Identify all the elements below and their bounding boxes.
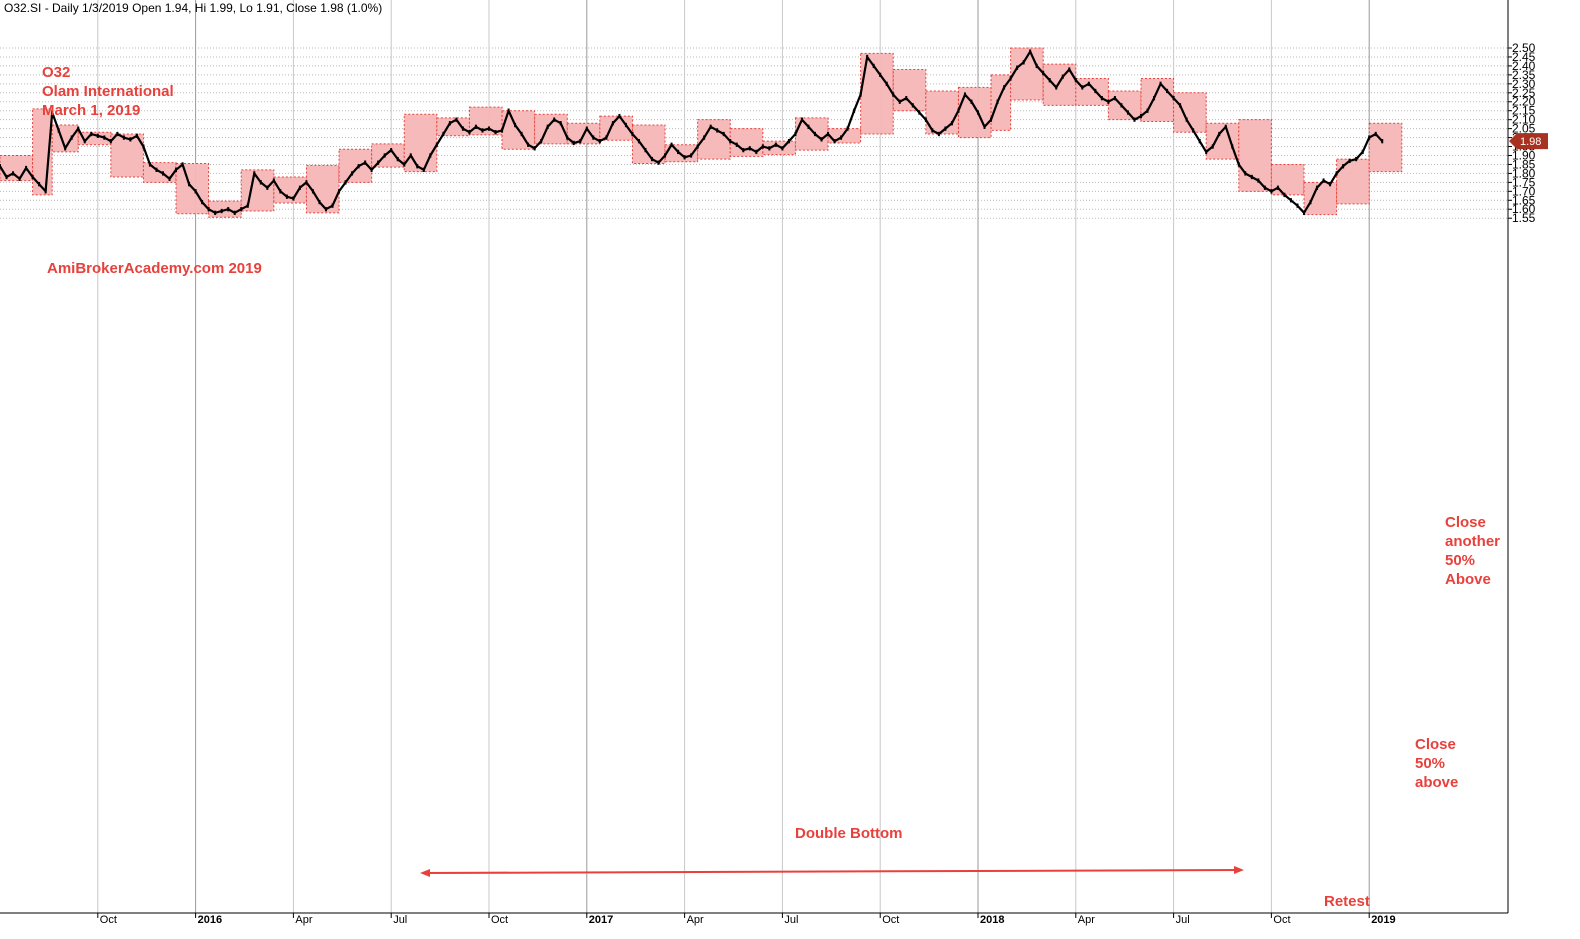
annotation-ticker: O32: [42, 64, 70, 81]
y-tick-label: 2.25: [1512, 86, 1536, 100]
x-tick-label: Jul: [393, 914, 407, 926]
annotation-company: Olam International: [42, 83, 174, 100]
range-box: [1270, 163, 1305, 196]
x-tick-label: Apr: [295, 914, 312, 926]
x-tick-label: 2019: [1371, 914, 1395, 926]
y-tick-label: 2.45: [1512, 50, 1536, 64]
y-tick-label: 1.85: [1512, 157, 1536, 171]
annotation-retest: Retest: [1324, 893, 1370, 910]
y-tick-label: 2.40: [1512, 59, 1536, 73]
range-box: [631, 124, 666, 165]
annotation-double-bottom: Double Bottom: [795, 825, 902, 842]
y-tick-label: 2.50: [1512, 41, 1536, 55]
x-tick-label: Oct: [491, 914, 508, 926]
x-tick-label: 2017: [589, 914, 613, 926]
y-tick-label: 1.75: [1512, 175, 1536, 189]
range-box: [957, 86, 992, 139]
range-box: [1140, 77, 1175, 122]
y-tick-label: 1.65: [1512, 193, 1536, 207]
annotation-close-another-line2: another: [1445, 533, 1500, 550]
annotation-close-another-line3: 50%: [1445, 552, 1475, 569]
axes: [0, 0, 1509, 914]
x-tick-label: 2016: [198, 914, 222, 926]
range-box: [534, 113, 568, 145]
annotation-close-another-line4: Above: [1445, 571, 1491, 588]
annotation-close-50-line3: above: [1415, 774, 1458, 791]
last-price-value: 1.98: [1520, 136, 1541, 148]
y-tick-label: 2.30: [1512, 77, 1536, 91]
y-tick-label: 2.10: [1512, 113, 1536, 127]
annotation-close-50-line1: Close: [1415, 736, 1456, 753]
x-tick-label: Oct: [882, 914, 899, 926]
x-tick-label: Apr: [1078, 914, 1095, 926]
x-tick-label: Oct: [100, 914, 117, 926]
range-box: [1336, 158, 1370, 205]
double-bottom-arrow: [420, 866, 1244, 877]
x-tick-label: 2018: [980, 914, 1004, 926]
y-tick-label: 2.35: [1512, 68, 1536, 82]
range-box: [51, 124, 79, 153]
range-box: [1303, 181, 1338, 216]
range-box: [1107, 90, 1142, 121]
range-boxes: [0, 47, 1403, 218]
annotation-date: March 1, 2019: [42, 102, 140, 119]
y-tick-label: 1.70: [1512, 184, 1536, 198]
x-tick-label: Apr: [687, 914, 704, 926]
y-tick-label: 2.15: [1512, 104, 1536, 118]
x-tick-label: Jul: [784, 914, 798, 926]
annotation-close-50-line2: 50%: [1415, 755, 1445, 772]
y-tick-label: 1.60: [1512, 202, 1536, 216]
range-box: [175, 163, 210, 215]
chart-header: O32.SI - Daily 1/3/2019 Open 1.94, Hi 1.…: [4, 1, 382, 15]
y-tick-label: 2.05: [1512, 122, 1536, 136]
range-box: [77, 131, 112, 146]
range-box: [1368, 122, 1403, 173]
y-tick-label: 1.90: [1512, 148, 1536, 162]
range-box: [990, 74, 1012, 131]
x-tick-label: Oct: [1273, 914, 1290, 926]
x-axis-ticks: Oct 2016 Apr Jul Oct 2017 Apr Jul Oct 2018 Apr Jul O…: [97, 913, 1396, 926]
y-tick-label: 1.55: [1512, 211, 1536, 225]
range-box: [1075, 77, 1109, 106]
range-box: [1238, 119, 1272, 192]
annotation-close-another-line1: Close: [1445, 514, 1486, 531]
y-tick-label: 2.20: [1512, 95, 1536, 109]
y-axis-ticks: 1.551.601.651.701.751.801.851.901.952.00…: [1508, 41, 1536, 225]
range-box: [110, 133, 144, 178]
range-box: [729, 128, 764, 157]
watermark-text: AmiBrokerAcademy.com 2019: [47, 260, 262, 277]
price-series: [0, 49, 1384, 215]
range-box: [403, 113, 438, 173]
last-price-badge: 1.98: [1509, 133, 1548, 150]
range-box: [892, 68, 927, 112]
y-tick-label: 1.80: [1512, 166, 1536, 180]
x-tick-label: Jul: [1176, 914, 1190, 926]
